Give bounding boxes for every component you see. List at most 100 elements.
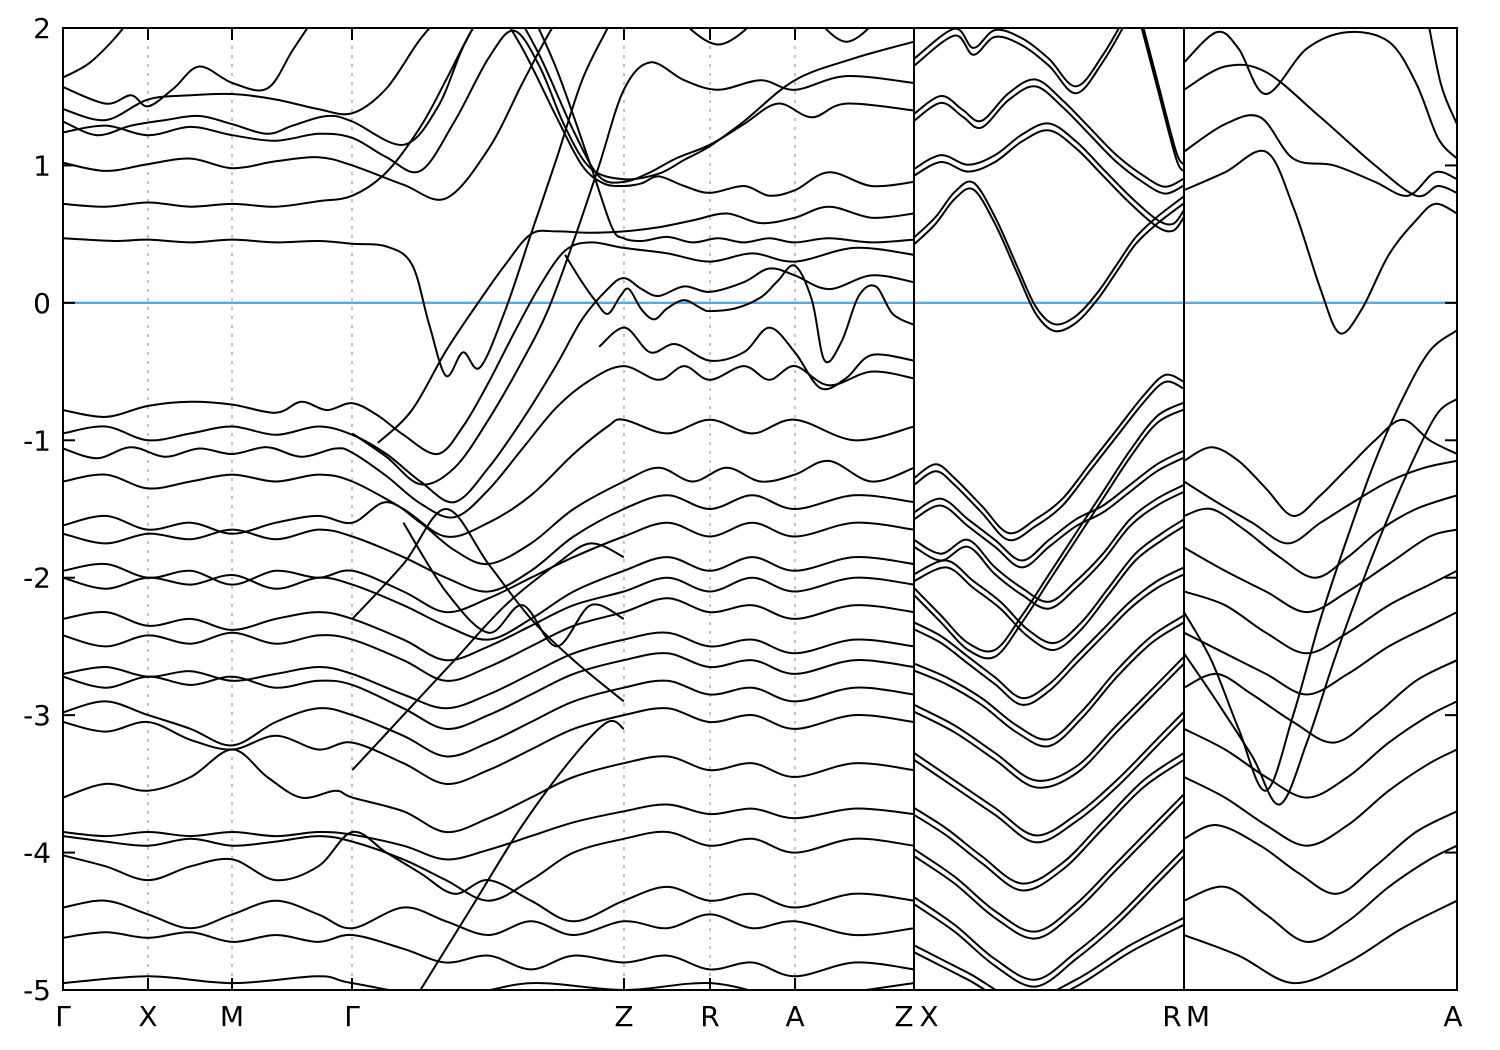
band-line: [63, 679, 914, 758]
band-line: [63, 707, 914, 785]
band-line: [63, 803, 914, 861]
band-line: [1142, 28, 1184, 166]
kpoint-label: R: [1162, 1000, 1181, 1033]
band-line: [63, 267, 914, 504]
band-line: [914, 656, 1184, 782]
band-line: [914, 621, 1184, 748]
band-line: [377, 205, 914, 444]
y-tick-label: -4: [23, 837, 51, 870]
band-line: [1184, 494, 1457, 579]
band-line: [914, 449, 1184, 562]
band-line: [914, 373, 1184, 535]
band-line: [823, 28, 871, 43]
band-line: [63, 28, 609, 378]
band-line: [914, 518, 1184, 645]
gridlines: [147, 28, 796, 990]
band-line: [914, 408, 1184, 660]
band-line: [63, 830, 914, 923]
kpoint-label: X: [919, 1000, 938, 1033]
band-line: [914, 28, 1121, 88]
band-line: [63, 28, 309, 108]
band-line: [63, 365, 914, 519]
band-line: [1428, 28, 1457, 125]
band-line: [1184, 30, 1457, 160]
band-line: [63, 975, 914, 990]
band-line: [509, 28, 914, 197]
band-line: [351, 542, 625, 771]
band-line: [1184, 611, 1457, 696]
band-line: [1184, 398, 1457, 806]
kpoint-label: Z: [614, 1000, 633, 1033]
bands-panel-m-a: [1184, 28, 1457, 985]
band-line: [1184, 748, 1457, 847]
band-line: [63, 28, 431, 122]
bands-panel-x-r: [914, 28, 1184, 990]
band-line: [1184, 459, 1457, 545]
y-tick-label: 2: [33, 12, 51, 45]
band-line: [1184, 418, 1457, 517]
y-tick-label: 0: [33, 287, 51, 320]
band-line: [564, 254, 914, 364]
band-line: [537, 28, 914, 244]
kpoint-label: A: [785, 1000, 804, 1033]
y-tick-label: -2: [23, 562, 51, 595]
band-line: [914, 711, 1184, 837]
band-line: [1184, 810, 1457, 895]
kpoint-label: R: [700, 1000, 719, 1033]
band-line: [402, 522, 625, 648]
band-line: [1184, 149, 1457, 335]
band-line: [1184, 700, 1457, 799]
band-line: [1184, 844, 1457, 943]
band-line: [1184, 114, 1457, 197]
band-line: [1140, 28, 1184, 173]
band-line: [63, 652, 914, 730]
band-line: [914, 573, 1184, 706]
band-line: [914, 28, 1124, 95]
band-line: [1184, 569, 1457, 655]
band-line: [419, 719, 625, 990]
band-line: [63, 899, 914, 937]
band-line: [63, 28, 125, 79]
band-line: [914, 923, 1184, 990]
kpoint-label: Γ: [55, 1000, 71, 1033]
band-line: [914, 916, 1184, 990]
band-line: [914, 490, 1184, 610]
band-line: [1184, 528, 1457, 614]
kpoint-label: M: [220, 1000, 244, 1033]
y-tick-label: 1: [33, 149, 51, 182]
y-tick-label: -1: [23, 424, 51, 457]
band-line: [63, 631, 914, 710]
band-line: [914, 758, 1184, 892]
band-line: [351, 61, 914, 486]
band-line: [63, 521, 914, 614]
band-line: [914, 456, 1184, 569]
band-line: [914, 78, 1184, 188]
band-line: [914, 122, 1184, 226]
band-line: [63, 556, 914, 641]
band-line: [914, 380, 1184, 542]
band-line: [1184, 63, 1457, 198]
band-line: [63, 597, 914, 682]
band-line: [687, 28, 749, 46]
band-line: [914, 85, 1184, 195]
kpoint-label: A: [1443, 1000, 1462, 1033]
band-line: [598, 326, 914, 391]
band-line: [63, 28, 475, 208]
band-line: [914, 525, 1184, 651]
band-curves: [63, 28, 1457, 990]
band-line: [914, 793, 1184, 933]
band-line: [63, 418, 914, 538]
band-line: [1184, 899, 1457, 985]
band-line: [914, 484, 1184, 603]
band-line: [351, 507, 625, 703]
band-line: [914, 717, 1184, 844]
band-line: [914, 401, 1184, 653]
band-line: [63, 241, 914, 456]
band-line: [63, 459, 914, 566]
band-line: [523, 28, 914, 184]
band-line: [63, 830, 914, 902]
band-line: [914, 848, 1184, 981]
